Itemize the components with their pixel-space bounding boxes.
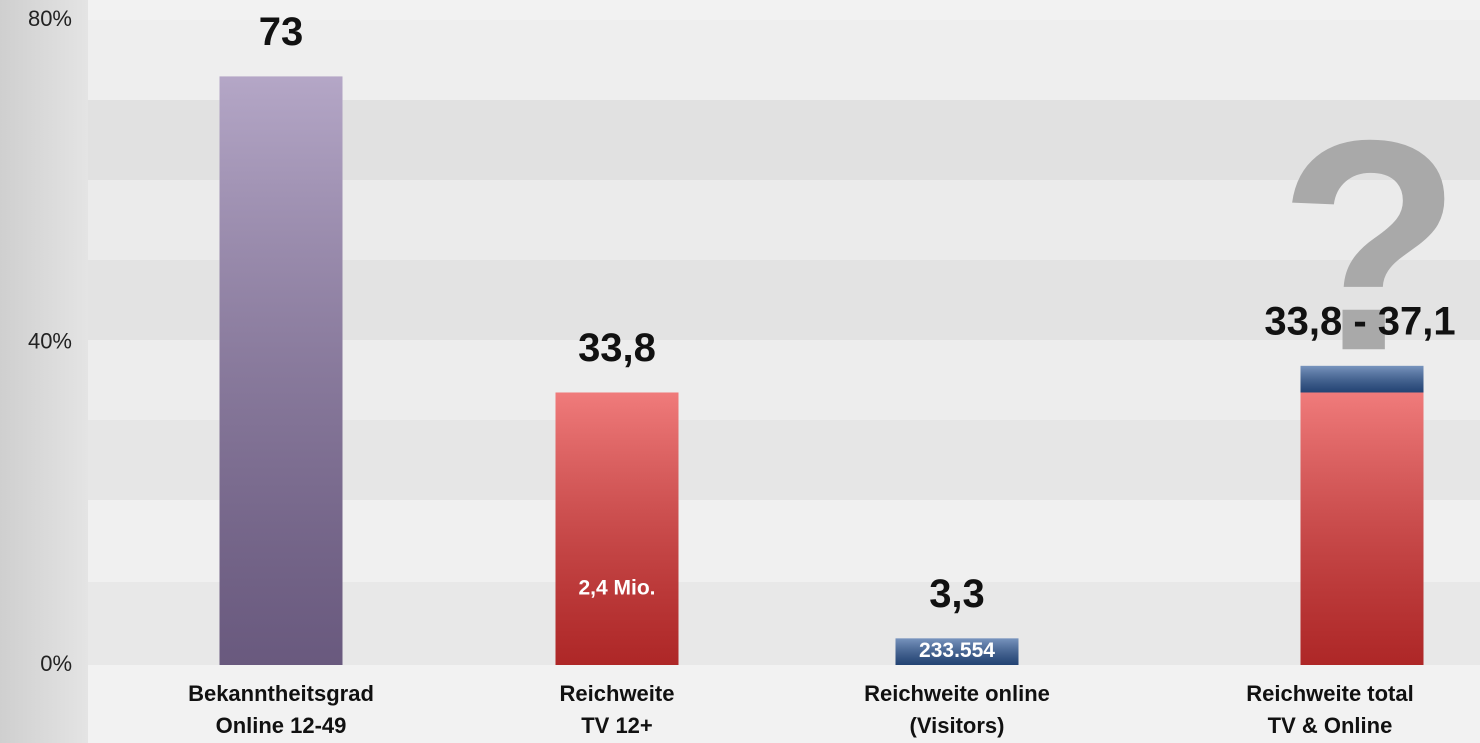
y-tick-label: 40% xyxy=(28,328,72,353)
bar-label: 33,8 - 37,1 xyxy=(1264,299,1455,343)
x-tick-label: Bekanntheitsgrad Online 12-49 xyxy=(188,681,374,738)
x-tick-label: Reichweite TV 12+ xyxy=(559,681,675,738)
bar-shade xyxy=(1300,365,1424,393)
bar-label: 3,3 xyxy=(929,572,985,616)
inner-label: 233.554 xyxy=(919,639,995,662)
bar-shade xyxy=(895,638,1019,665)
x-tick-label: Reichweite online (Visitors) xyxy=(864,681,1050,738)
x-tick-label: Reichweite total TV & Online xyxy=(1246,681,1414,738)
bar-shade xyxy=(219,76,343,665)
bar-label: 33,8 xyxy=(578,326,656,370)
bar-shade xyxy=(1300,392,1424,665)
bar-shade xyxy=(555,392,679,665)
y-tick-label: 80% xyxy=(28,6,72,31)
annotation: ? xyxy=(1278,77,1461,413)
bar-label: 73 xyxy=(259,10,304,54)
y-tick-label: 0% xyxy=(40,651,72,676)
inner-label: 2,4 Mio. xyxy=(578,576,655,599)
